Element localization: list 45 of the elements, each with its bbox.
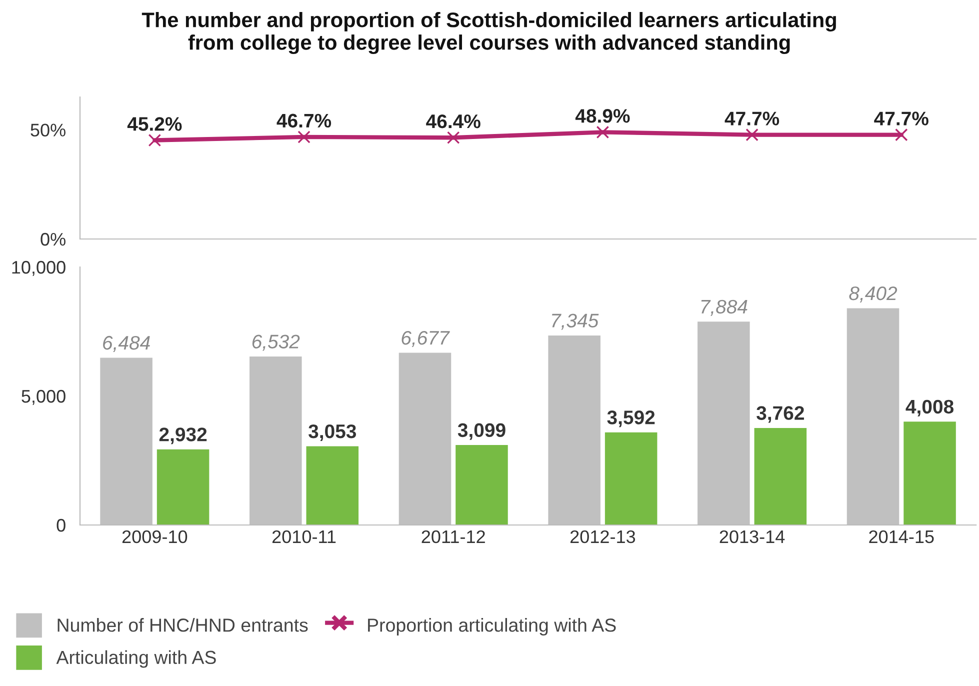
x-tick-label: 2013-14	[720, 530, 785, 544]
data-label: 4,008	[906, 400, 954, 416]
y-tick-label: 0%	[40, 232, 66, 246]
legend-label: Proportion articulating with AS	[368, 618, 616, 636]
data-label: 7,884	[701, 300, 748, 316]
y-tick-label: 10,000	[12, 260, 66, 276]
x-tick-label: 2012-13	[570, 530, 636, 544]
data-label: 8,402	[849, 286, 898, 303]
y-tick-label: 0	[56, 518, 66, 532]
bar	[306, 446, 359, 525]
x-tick-label: 2009-10	[122, 530, 188, 544]
data-label: 47.7%	[874, 112, 928, 126]
point	[298, 130, 310, 144]
bar	[904, 422, 956, 525]
data-label: 6,484	[103, 336, 150, 352]
chart-title: The number and proportion of Scottish-domiciled learners articulating from college to degree level courses with advanced standing	[142, 12, 836, 54]
x-tick-label: 2010-11	[272, 530, 336, 544]
bar	[456, 445, 508, 525]
bar	[604, 432, 658, 525]
data-label: 46.4%	[426, 114, 480, 128]
x-tick-label: 2011-12	[422, 530, 485, 544]
point	[446, 131, 460, 144]
point	[596, 126, 610, 139]
y-tick-label: 50%	[30, 124, 66, 136]
data-label: 3,762	[756, 406, 804, 423]
data-label: 3,592	[607, 410, 655, 428]
data-label: 6,677	[402, 330, 450, 348]
data-label: 2,932	[159, 428, 207, 444]
data-label: 6,532	[252, 334, 300, 351]
data-label: 3,053	[308, 424, 356, 442]
x-tick-label: 2014-15	[869, 530, 934, 544]
point	[895, 128, 908, 142]
legend-label: Number of HNC/HND entrants	[58, 618, 308, 632]
point	[746, 128, 758, 142]
data-label: 7,345	[552, 314, 599, 330]
point	[148, 134, 162, 147]
data-label: 46.7%	[276, 114, 332, 128]
legend-label: Articulating with AS	[56, 650, 216, 668]
data-label: 48.9%	[575, 109, 630, 123]
data-label: 47.7%	[724, 112, 780, 126]
bar	[754, 428, 807, 525]
data-label: 3,099	[458, 423, 506, 440]
bar	[156, 449, 210, 525]
y-tick-label: 5,000	[22, 390, 66, 405]
data-label: 45.2%	[127, 117, 182, 131]
